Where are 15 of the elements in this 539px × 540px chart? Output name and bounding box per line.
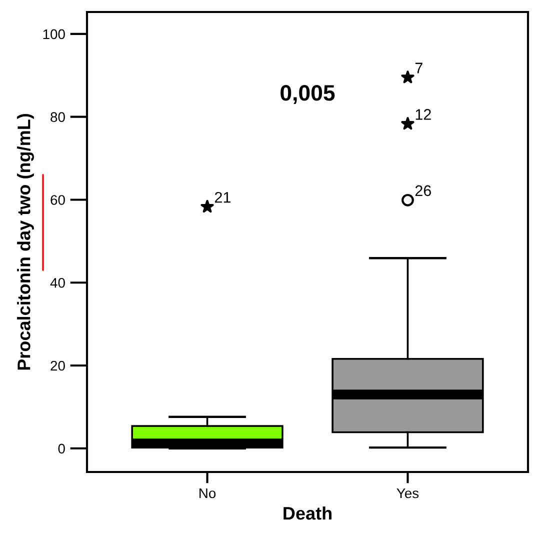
y-axis-title: Procalcitonin day two (ng/mL) — [17, 114, 34, 370]
y-tick-label: 60 — [50, 195, 65, 205]
y-tick-label: 20 — [50, 360, 65, 371]
annotation: 7 — [415, 62, 422, 74]
annotation: 21 — [214, 192, 230, 203]
x-tick-label: Yes — [396, 488, 419, 498]
x-axis-title: Death — [284, 506, 332, 520]
y-tick-label: 100 — [43, 29, 65, 40]
x-tick-label: No — [200, 488, 216, 498]
annotation: 0,005 — [280, 85, 335, 104]
y-tick-label: 40 — [50, 278, 65, 288]
y-tick-label: 80 — [50, 112, 65, 122]
annotation: 12 — [416, 109, 431, 120]
annotation: 26 — [415, 185, 431, 196]
y-tick-label: 0 — [58, 444, 65, 454]
